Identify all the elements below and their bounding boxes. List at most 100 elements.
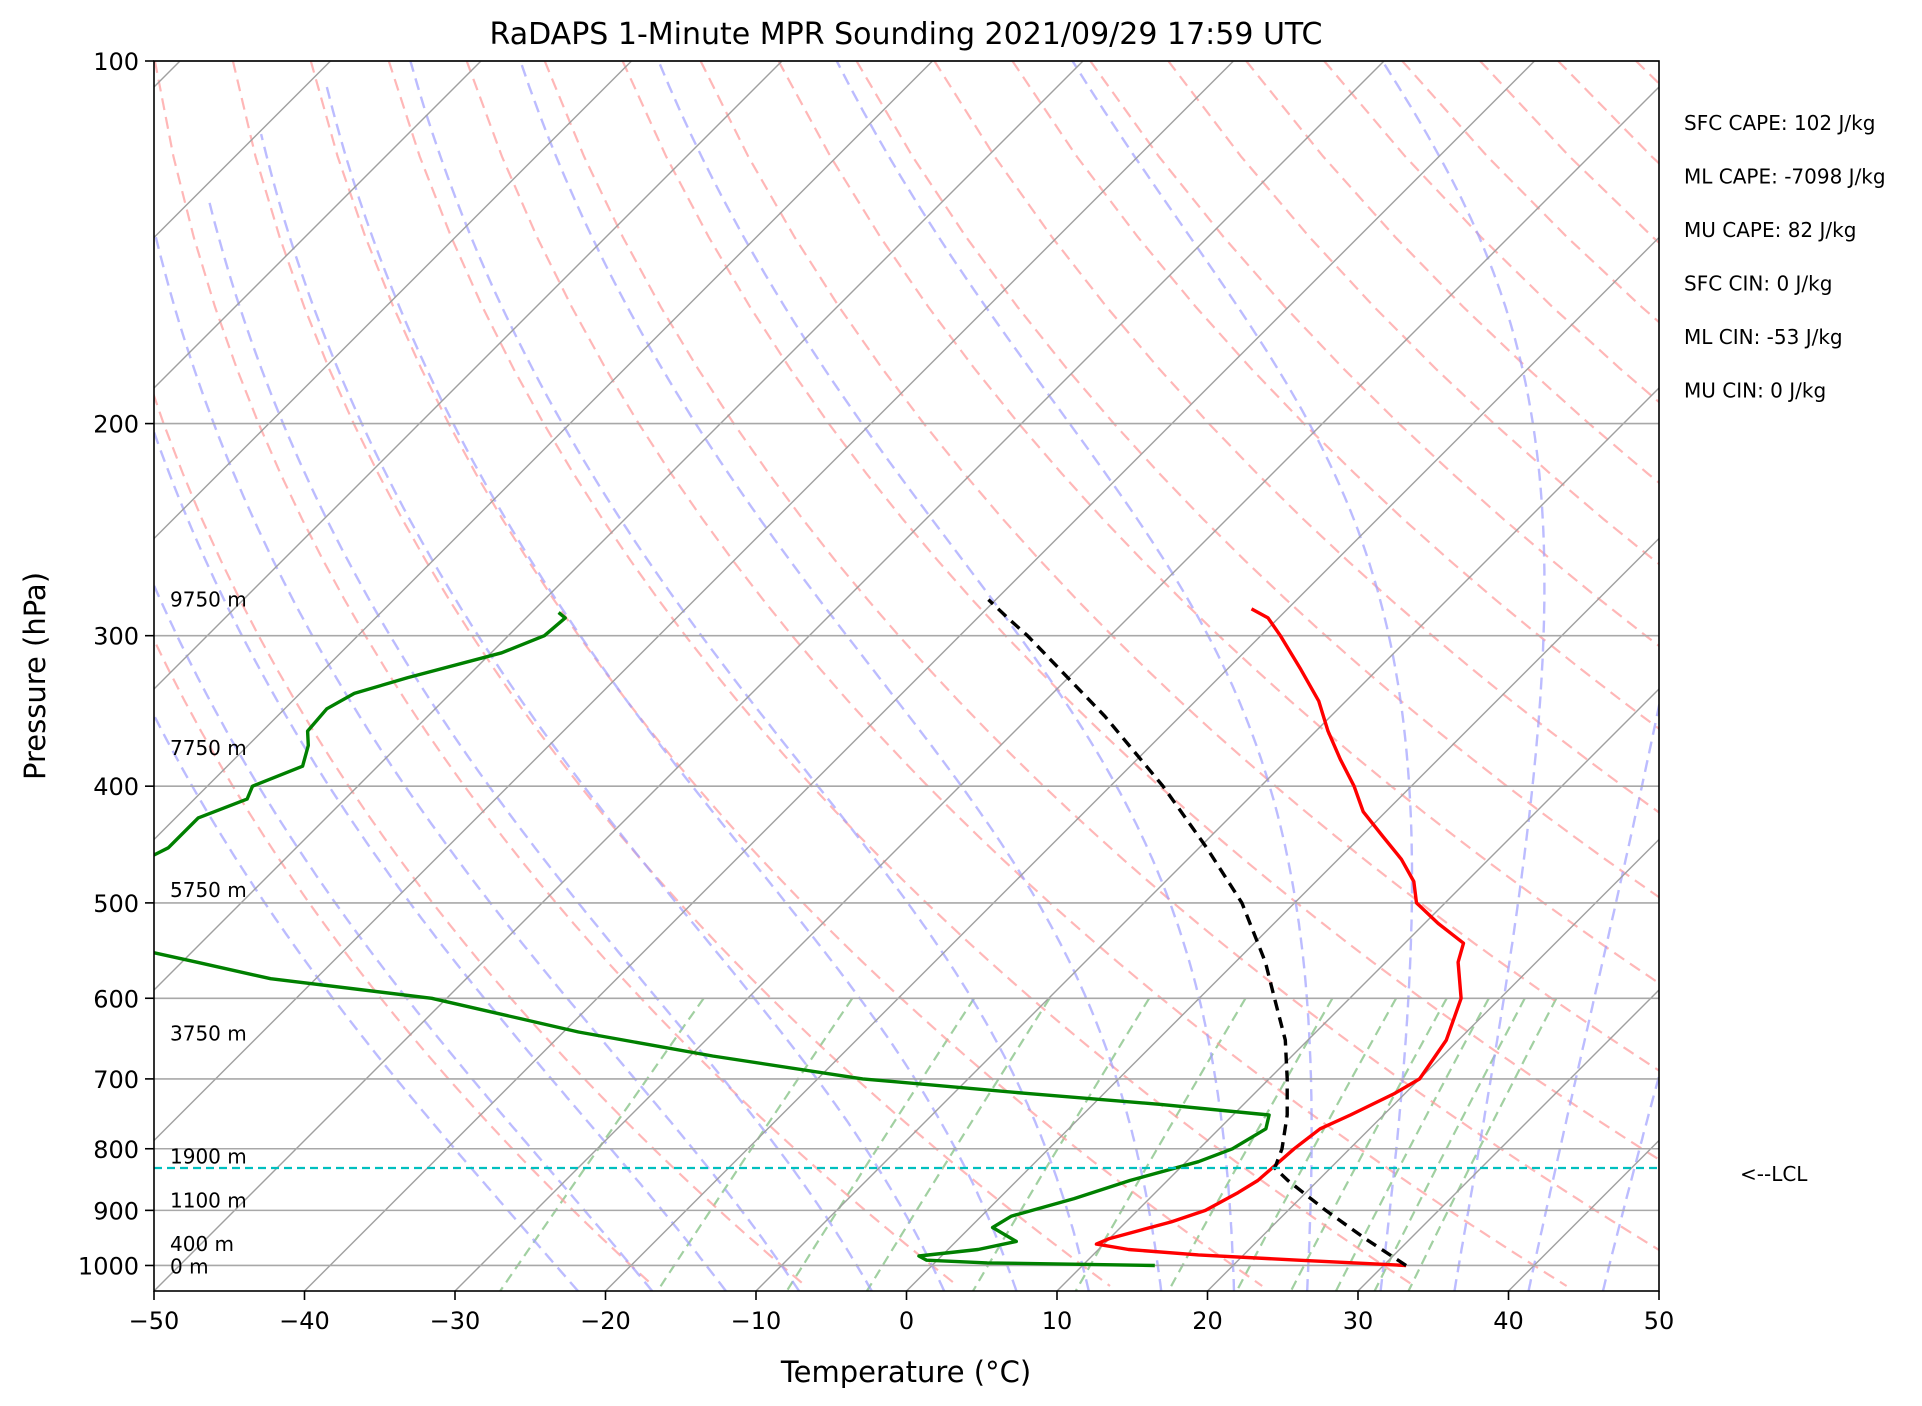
pressure-gridlines: [154, 60, 1659, 1267]
y-tick-label-600: 600: [93, 985, 139, 1013]
dry-adiabat-30: [387, 61, 1416, 1287]
dry-adiabat-120: [1089, 61, 1659, 648]
height-label-0: 9750 m: [170, 588, 247, 612]
moist-adiabat-5: [325, 86, 1018, 1291]
x-tick-label--20: −20: [580, 1307, 631, 1335]
isotherm--70: [154, 61, 1084, 991]
index-5: MU CIN: 0 J/kg: [1684, 379, 1826, 403]
moist-adiabat-20: [657, 61, 1236, 1291]
isotherm--100: [154, 61, 632, 540]
dry-adiabat-200: [1714, 61, 1922, 1286]
height-label-7: 0 m: [170, 1255, 209, 1279]
index-1: ML CAPE: -7098 J/kg: [1684, 165, 1886, 189]
dry-adiabat-180: [1557, 61, 1659, 165]
x-tick-label-0: 0: [899, 1307, 914, 1335]
y-axis: 100 200 300 400 500 600 700 800 900 1000: [78, 48, 154, 1280]
dry-adiabat-110: [1011, 61, 1659, 731]
height-label-6: 400 m: [170, 1232, 234, 1256]
moist-adiabat--10: [154, 236, 801, 1291]
isotherm--60: [154, 61, 1234, 1142]
dry-adiabat-70: [699, 61, 1659, 1072]
x-axis: −50 −40 −30 −20 −10 0 10 20 30 40 50: [129, 1291, 1675, 1335]
dry-adiabat-50: [543, 61, 1659, 1252]
y-tick-label-1000: 1000: [78, 1252, 139, 1280]
moist-adiabat-30: [1071, 61, 1414, 1291]
y-tick-label-300: 300: [93, 623, 139, 651]
moist-adiabat-15: [519, 61, 1163, 1291]
x-tick-label-20: 20: [1192, 1307, 1223, 1335]
mixing-ratio-line-8: [1289, 997, 1448, 1291]
isotherm-30: [1357, 989, 1659, 1291]
isotherm-40: [1508, 1139, 1659, 1291]
isotherm-0: [906, 537, 1659, 1291]
x-tick-label-30: 30: [1343, 1307, 1374, 1335]
mixing-ratio-line-7: [1235, 997, 1398, 1291]
mixing-ratio-line-2: [785, 997, 976, 1291]
index-4: ML CIN: -53 J/kg: [1684, 325, 1843, 349]
moist-adiabat--20: [154, 582, 654, 1291]
profile-lines: [154, 598, 1466, 1268]
x-tick-label-40: 40: [1493, 1307, 1524, 1335]
isotherm--90: [154, 61, 783, 690]
dry-adiabat-40: [465, 61, 1568, 1287]
y-tick-label-800: 800: [93, 1136, 139, 1164]
plot-frame: [153, 60, 1660, 1292]
moist-adiabat-40: [1527, 700, 1659, 1291]
y-tick-label-200: 200: [93, 411, 139, 439]
isotherm--30: [454, 86, 1659, 1291]
x-tick-label-50: 50: [1644, 1307, 1675, 1335]
height-label-3: 3750 m: [170, 1022, 247, 1046]
mixing-ratio-line-6: [1167, 997, 1334, 1291]
dry-adiabat-20: [309, 61, 1263, 1287]
dry-adiabat--20: [154, 637, 655, 1287]
mixing-ratio-line-5: [1074, 997, 1247, 1291]
mixing-ratio-line-3: [865, 997, 1051, 1291]
dry-adiabat-80: [777, 61, 1659, 985]
mixing-ratio-line-11: [1407, 997, 1558, 1291]
isotherm--10: [755, 387, 1659, 1291]
mixing-ratio-line-0: [499, 997, 705, 1291]
isotherm-50: [1658, 1290, 1659, 1291]
y-axis-title: Pressure (hPa): [18, 572, 52, 780]
mixing-ratio-line-1: [656, 997, 854, 1291]
isotherm--40: [304, 61, 1535, 1291]
height-label-1: 7750 m: [170, 736, 247, 760]
x-axis-title: Temperature (°C): [780, 1355, 1031, 1389]
y-tick-label-700: 700: [93, 1066, 139, 1094]
isotherm--20: [605, 236, 1659, 1291]
moist-adiabat-10: [409, 61, 1090, 1291]
height-label-4: 1900 m: [170, 1145, 247, 1169]
dry-adiabat-140: [1245, 61, 1659, 485]
mixing-ratio-line-10: [1373, 997, 1526, 1291]
dry-adiabat-150: [1323, 61, 1659, 404]
moist-adiabat--5: [207, 197, 873, 1291]
index-0: SFC CAPE: 102 J/kg: [1684, 111, 1875, 135]
moist-adiabat-25: [835, 61, 1313, 1291]
x-tick-label--50: −50: [129, 1307, 180, 1335]
isotherm--80: [154, 61, 933, 841]
index-2: MU CAPE: 82 J/kg: [1684, 218, 1856, 242]
dry-adiabat-10: [231, 61, 1111, 1287]
dry-adiabat-130: [1167, 61, 1659, 566]
moist-adiabat-35: [1381, 61, 1546, 1291]
isotherm--110: [154, 61, 482, 389]
dry-adiabat-60: [621, 61, 1659, 1161]
y-tick-label-500: 500: [93, 890, 139, 918]
moist-adiabat--25: [154, 712, 579, 1291]
dry-adiabat-0: [154, 61, 959, 1287]
dry-adiabat-160: [1401, 61, 1659, 324]
mixing-ratio-line-9: [1335, 997, 1490, 1291]
lcl-label: <--LCL: [1740, 1162, 1808, 1186]
moist-adiabat-0: [259, 133, 946, 1291]
sounding-indices: SFC CAPE: 102 J/kg ML CAPE: -7098 J/kg MU …: [1684, 111, 1886, 403]
height-label-2: 5750 m: [170, 878, 247, 902]
lcl-marker: <--LCL: [154, 1162, 1808, 1186]
temperature-line: [1094, 607, 1466, 1268]
x-tick-label-10: 10: [1042, 1307, 1073, 1335]
y-tick-label-900: 900: [93, 1197, 139, 1225]
reference-lines: [154, 61, 1922, 1291]
isotherm--50: [154, 61, 1385, 1291]
height-labels: 9750 m 7750 m 5750 m 3750 m 1900 m 1100 m 400 …: [170, 588, 247, 1279]
height-label-5: 1100 m: [170, 1188, 247, 1212]
